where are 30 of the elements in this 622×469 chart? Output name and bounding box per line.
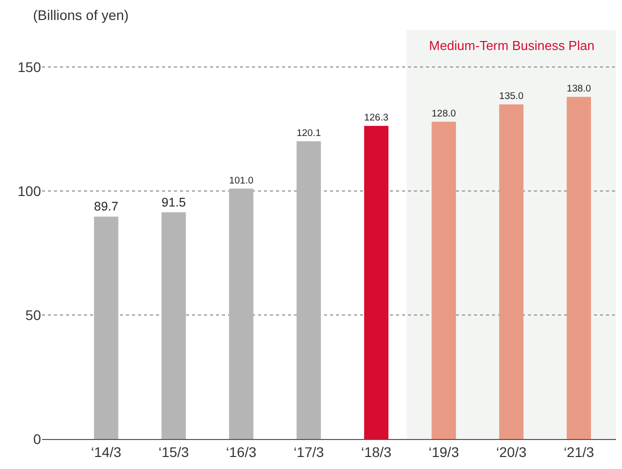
x-tick-label: ‘16/3 <box>226 444 257 460</box>
bar <box>364 126 388 439</box>
y-tick-label: 0 <box>33 430 42 447</box>
data-label: 135.0 <box>499 91 524 102</box>
y-tick-label: 150 <box>18 59 42 76</box>
data-label: 91.5 <box>162 195 186 210</box>
x-tick-label: ‘15/3 <box>158 444 190 460</box>
y-axis-title: (Billions of yen) <box>33 7 129 23</box>
bar <box>162 212 186 439</box>
bar <box>296 141 321 439</box>
bar <box>432 122 456 439</box>
x-tick-label: ‘20/3 <box>496 444 527 460</box>
x-tick-label: ‘14/3 <box>90 444 122 460</box>
data-label: 128.0 <box>432 108 457 120</box>
data-label: 101.0 <box>229 175 254 186</box>
x-tick-label: ‘18/3 <box>361 444 392 460</box>
bar <box>566 96 592 439</box>
data-label: 126.3 <box>364 112 388 124</box>
bar <box>229 188 254 439</box>
x-tick-label: ‘21/3 <box>564 444 594 460</box>
x-tick-label: ‘17/3 <box>294 444 324 460</box>
y-tick-label: 100 <box>18 183 42 200</box>
y-tick-label: 50 <box>25 306 42 323</box>
data-label: 120.1 <box>296 128 321 140</box>
bar <box>94 216 118 439</box>
data-label: 89.7 <box>94 200 118 214</box>
data-label: 138.0 <box>566 84 592 95</box>
x-tick-label: ‘19/3 <box>428 444 460 460</box>
band-label: Medium-Term Business Plan <box>429 38 594 53</box>
bar <box>499 104 524 439</box>
